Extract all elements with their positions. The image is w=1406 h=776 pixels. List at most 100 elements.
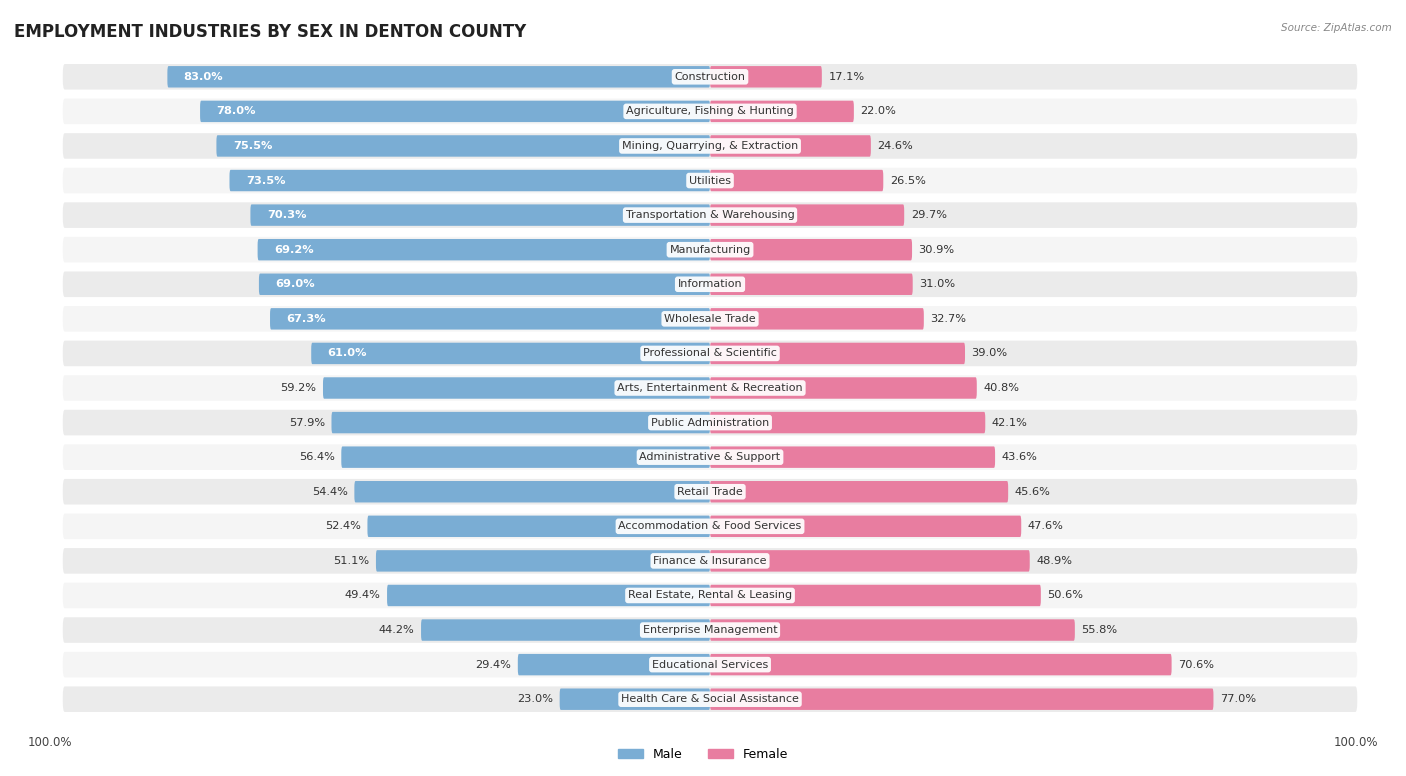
Text: Health Care & Social Assistance: Health Care & Social Assistance: [621, 695, 799, 704]
FancyBboxPatch shape: [710, 170, 883, 191]
Text: 52.4%: 52.4%: [325, 521, 361, 532]
Text: Professional & Scientific: Professional & Scientific: [643, 348, 778, 359]
Text: 78.0%: 78.0%: [217, 106, 256, 116]
FancyBboxPatch shape: [375, 550, 710, 572]
Text: 24.6%: 24.6%: [877, 141, 912, 151]
Text: 55.8%: 55.8%: [1081, 625, 1118, 635]
FancyBboxPatch shape: [710, 377, 977, 399]
FancyBboxPatch shape: [63, 445, 1357, 470]
Text: Construction: Construction: [675, 72, 745, 81]
Text: 40.8%: 40.8%: [983, 383, 1019, 393]
Text: 29.4%: 29.4%: [475, 660, 512, 670]
FancyBboxPatch shape: [63, 479, 1357, 504]
FancyBboxPatch shape: [63, 617, 1357, 643]
Text: Mining, Quarrying, & Extraction: Mining, Quarrying, & Extraction: [621, 141, 799, 151]
FancyBboxPatch shape: [63, 168, 1357, 193]
Text: Finance & Insurance: Finance & Insurance: [654, 556, 766, 566]
FancyBboxPatch shape: [342, 446, 710, 468]
FancyBboxPatch shape: [63, 514, 1357, 539]
FancyBboxPatch shape: [63, 237, 1357, 262]
Text: 30.9%: 30.9%: [918, 244, 955, 255]
FancyBboxPatch shape: [311, 343, 710, 364]
Text: Source: ZipAtlas.com: Source: ZipAtlas.com: [1281, 23, 1392, 33]
Text: 45.6%: 45.6%: [1015, 487, 1050, 497]
Text: 50.6%: 50.6%: [1047, 591, 1084, 601]
Text: 22.0%: 22.0%: [860, 106, 896, 116]
FancyBboxPatch shape: [710, 204, 904, 226]
FancyBboxPatch shape: [710, 101, 853, 122]
FancyBboxPatch shape: [710, 550, 1029, 572]
Text: 43.6%: 43.6%: [1001, 452, 1038, 462]
Text: 31.0%: 31.0%: [920, 279, 955, 289]
Text: Wholesale Trade: Wholesale Trade: [664, 314, 756, 324]
Text: Information: Information: [678, 279, 742, 289]
FancyBboxPatch shape: [63, 272, 1357, 297]
Text: 44.2%: 44.2%: [378, 625, 415, 635]
Text: Real Estate, Rental & Leasing: Real Estate, Rental & Leasing: [628, 591, 792, 601]
FancyBboxPatch shape: [710, 688, 1213, 710]
FancyBboxPatch shape: [710, 274, 912, 295]
Text: 42.1%: 42.1%: [991, 417, 1028, 428]
FancyBboxPatch shape: [332, 412, 710, 433]
FancyBboxPatch shape: [63, 306, 1357, 331]
Text: 56.4%: 56.4%: [299, 452, 335, 462]
Text: 69.0%: 69.0%: [276, 279, 315, 289]
Text: 61.0%: 61.0%: [328, 348, 367, 359]
FancyBboxPatch shape: [63, 410, 1357, 435]
FancyBboxPatch shape: [710, 66, 823, 88]
Text: 59.2%: 59.2%: [280, 383, 316, 393]
FancyBboxPatch shape: [710, 135, 870, 157]
Text: 47.6%: 47.6%: [1028, 521, 1064, 532]
FancyBboxPatch shape: [367, 515, 710, 537]
Text: 49.4%: 49.4%: [344, 591, 381, 601]
Text: Agriculture, Fishing & Hunting: Agriculture, Fishing & Hunting: [626, 106, 794, 116]
Text: Utilities: Utilities: [689, 175, 731, 185]
FancyBboxPatch shape: [710, 308, 924, 330]
Text: 54.4%: 54.4%: [312, 487, 347, 497]
Text: Arts, Entertainment & Recreation: Arts, Entertainment & Recreation: [617, 383, 803, 393]
Text: Public Administration: Public Administration: [651, 417, 769, 428]
FancyBboxPatch shape: [560, 688, 710, 710]
FancyBboxPatch shape: [710, 412, 986, 433]
Text: 100.0%: 100.0%: [28, 736, 73, 749]
Text: 69.2%: 69.2%: [274, 244, 314, 255]
Text: Educational Services: Educational Services: [652, 660, 768, 670]
FancyBboxPatch shape: [250, 204, 710, 226]
Text: 57.9%: 57.9%: [288, 417, 325, 428]
Text: 75.5%: 75.5%: [233, 141, 273, 151]
Text: Administrative & Support: Administrative & Support: [640, 452, 780, 462]
FancyBboxPatch shape: [63, 583, 1357, 608]
Text: 32.7%: 32.7%: [931, 314, 966, 324]
FancyBboxPatch shape: [710, 585, 1040, 606]
FancyBboxPatch shape: [63, 341, 1357, 366]
FancyBboxPatch shape: [63, 376, 1357, 400]
FancyBboxPatch shape: [710, 343, 965, 364]
Text: 67.3%: 67.3%: [287, 314, 326, 324]
FancyBboxPatch shape: [354, 481, 710, 502]
FancyBboxPatch shape: [63, 133, 1357, 159]
Text: 70.3%: 70.3%: [267, 210, 307, 220]
Text: 70.6%: 70.6%: [1178, 660, 1215, 670]
FancyBboxPatch shape: [710, 446, 995, 468]
FancyBboxPatch shape: [710, 619, 1074, 641]
FancyBboxPatch shape: [200, 101, 710, 122]
Text: 100.0%: 100.0%: [1333, 736, 1378, 749]
Text: 39.0%: 39.0%: [972, 348, 1008, 359]
Legend: Male, Female: Male, Female: [613, 743, 793, 766]
FancyBboxPatch shape: [63, 64, 1357, 89]
Text: 83.0%: 83.0%: [184, 72, 224, 81]
Text: 17.1%: 17.1%: [828, 72, 865, 81]
Text: 26.5%: 26.5%: [890, 175, 925, 185]
Text: Manufacturing: Manufacturing: [669, 244, 751, 255]
Text: 48.9%: 48.9%: [1036, 556, 1073, 566]
Text: Transportation & Warehousing: Transportation & Warehousing: [626, 210, 794, 220]
Text: Accommodation & Food Services: Accommodation & Food Services: [619, 521, 801, 532]
Text: Retail Trade: Retail Trade: [678, 487, 742, 497]
FancyBboxPatch shape: [259, 274, 710, 295]
FancyBboxPatch shape: [710, 654, 1171, 675]
FancyBboxPatch shape: [710, 515, 1021, 537]
Text: 23.0%: 23.0%: [517, 695, 553, 704]
FancyBboxPatch shape: [167, 66, 710, 88]
Text: Enterprise Management: Enterprise Management: [643, 625, 778, 635]
Text: 29.7%: 29.7%: [911, 210, 946, 220]
